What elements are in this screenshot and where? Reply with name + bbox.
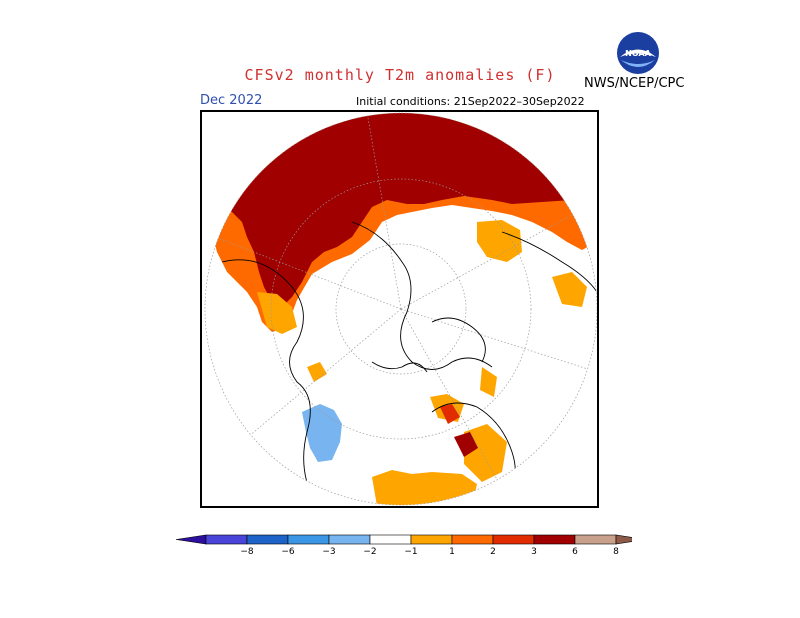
colorbar-bin	[492, 534, 535, 545]
colorbar-tick-label: 3	[531, 547, 537, 557]
colorbar-tick-label: 8	[613, 547, 619, 557]
colorbar-bin	[205, 534, 248, 545]
anomaly-region-1-2	[464, 424, 507, 482]
forecast-month: Dec 2022	[200, 93, 263, 108]
colorbar-arrow-high	[615, 534, 647, 545]
colorbar-tick-label: −8	[240, 547, 254, 557]
colorbar-tick-label: −2	[363, 547, 376, 557]
initial-conditions-label: Initial conditions: 21Sep2022–30Sep2022	[356, 95, 585, 108]
noaa-logo: NOAA	[615, 30, 661, 76]
colorbar-tick-label: 2	[490, 547, 496, 557]
colorbar-tick-label: −3	[322, 547, 335, 557]
logo-gull	[620, 49, 656, 57]
polar-map	[204, 112, 597, 506]
graticule	[205, 113, 597, 505]
colorbar-bin	[574, 534, 617, 545]
colorbar-bin	[369, 534, 412, 545]
map-panel	[200, 110, 599, 508]
colorbar-tick-label: −6	[281, 547, 295, 557]
colorbar-bin	[328, 534, 371, 545]
colorbar-bin	[533, 534, 576, 545]
anomaly-region-neg1-neg2	[302, 404, 342, 462]
anomaly-region-1-2	[477, 220, 522, 262]
map-title: CFSv2 monthly T2m anomalies (F)	[244, 66, 556, 84]
anomaly-region-1-2	[307, 362, 327, 382]
logo-wave	[621, 60, 655, 67]
colorbar-tick-label: 1	[449, 547, 455, 557]
colorbar-bin	[410, 534, 453, 545]
colorbar-arrow-low	[175, 534, 207, 545]
logo-text: NOAA	[625, 49, 651, 58]
organization-label: NWS/NCEP/CPC	[584, 76, 685, 91]
anomaly-region-1-2	[372, 470, 477, 505]
anomaly-region-1-2	[552, 272, 587, 307]
anomaly-region-3-6	[454, 432, 478, 457]
anomaly-region-1-2	[257, 292, 297, 334]
anomaly-region-3-6	[205, 113, 597, 307]
anomaly-region-2-3	[440, 404, 460, 424]
colorbar-bin	[246, 534, 289, 545]
colorbar-tick-label: −1	[404, 547, 417, 557]
colorbar-bin	[451, 534, 494, 545]
colorbar-tick-label: 6	[572, 547, 578, 557]
anomaly-region-1-2	[480, 367, 497, 397]
coastlines	[221, 221, 597, 505]
colorbar: −8 −6 −3 −2 −1 1 2 3 6 8	[172, 533, 647, 567]
colorbar-bin	[287, 534, 330, 545]
